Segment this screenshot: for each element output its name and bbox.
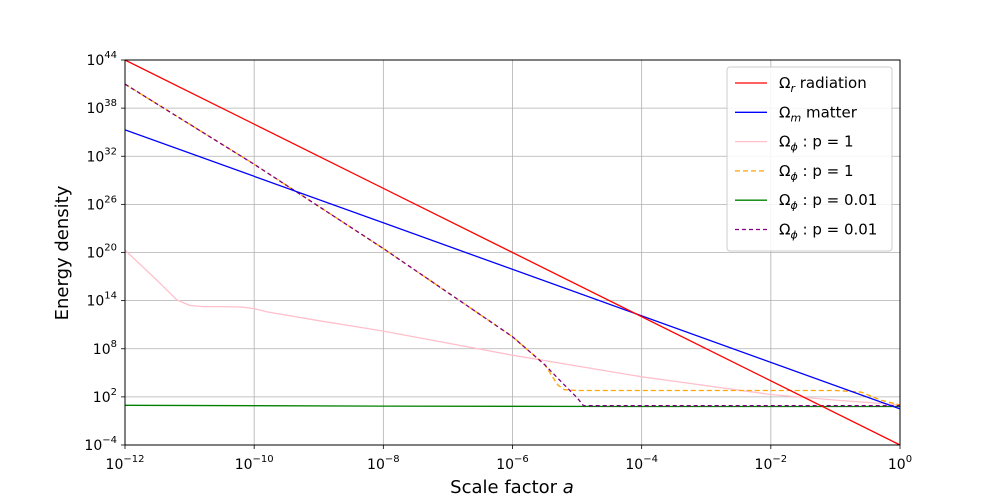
x-tick-label: 10−6 bbox=[496, 454, 529, 473]
x-tick-label: 10−4 bbox=[625, 454, 658, 473]
x-tick-label: 10−8 bbox=[367, 454, 400, 473]
y-tick-label: 1026 bbox=[86, 194, 117, 213]
y-tick-label: 1020 bbox=[86, 243, 117, 262]
series-line-5 bbox=[124, 83, 900, 407]
legend-entry-5: Ωϕ : p = 0.01 bbox=[779, 221, 877, 242]
legend-box bbox=[726, 66, 893, 252]
x-tick-label: 10−12 bbox=[106, 454, 145, 473]
x-tick-label: 10−2 bbox=[755, 454, 788, 473]
series-line-0 bbox=[124, 59, 901, 446]
series-line-4 bbox=[124, 404, 900, 408]
y-tick-label: 1014 bbox=[86, 291, 117, 310]
y-tick-label: 10−4 bbox=[84, 435, 117, 454]
y-tick-label: 1038 bbox=[86, 98, 117, 117]
legend-entry-0: Ωr radiation bbox=[779, 74, 867, 95]
y-tick-label: 102 bbox=[93, 387, 117, 406]
legend-entry-2: Ωϕ : p = 1 bbox=[779, 133, 854, 154]
x-tick-label: 100 bbox=[888, 454, 912, 473]
x-axis-ticks: 10−12 10−10 10−8 10−6 10−4 10−2 100 bbox=[106, 445, 912, 473]
y-axis-label: Energy density bbox=[52, 185, 73, 320]
x-axis-label: Scale factor a bbox=[450, 477, 574, 498]
series-line-1 bbox=[124, 129, 901, 410]
legend-entry-3: Ωϕ : p = 1 bbox=[779, 162, 854, 183]
legend-entry-4: Ωϕ : p = 0.01 bbox=[779, 191, 877, 212]
series-layer bbox=[124, 59, 901, 446]
legend-entry-1: Ωm matter bbox=[779, 103, 858, 124]
y-tick-label: 108 bbox=[93, 339, 117, 358]
y-tick-label: 1032 bbox=[86, 146, 117, 165]
y-axis-ticks: 10−4 102 108 1014 1020 1026 1032 1038 1044 bbox=[84, 50, 125, 454]
legend: Ωr radiation Ωm matter Ωϕ : p = 1 Ωϕ : p = … bbox=[726, 66, 893, 252]
series-line-2 bbox=[124, 249, 901, 406]
y-tick-label: 1044 bbox=[86, 50, 117, 69]
x-tick-label: 10−10 bbox=[235, 454, 274, 473]
